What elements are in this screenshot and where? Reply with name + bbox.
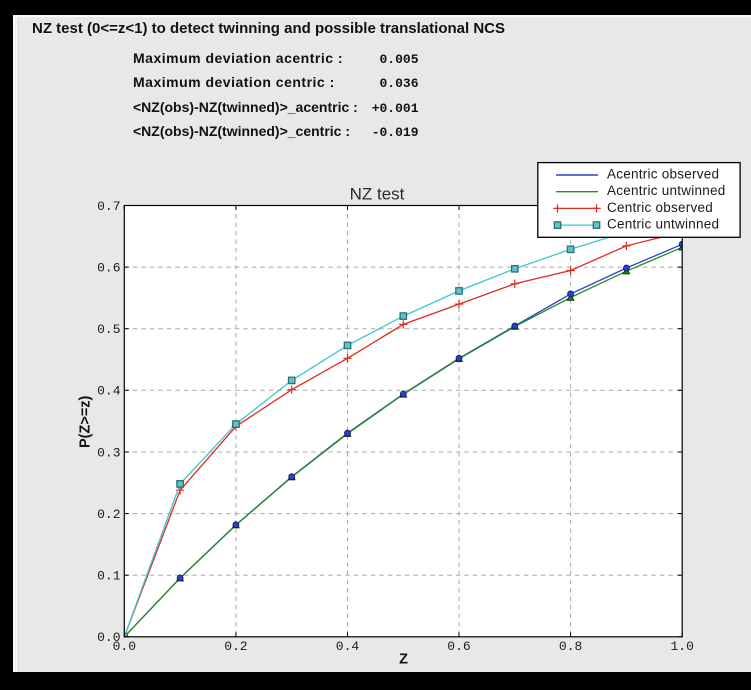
svg-text:P(Z>=z): P(Z>=z): [78, 395, 94, 448]
svg-text:0.0: 0.0: [97, 630, 120, 645]
svg-text:0.4: 0.4: [97, 384, 121, 399]
svg-text:Z: Z: [399, 652, 408, 668]
svg-text:0.8: 0.8: [559, 639, 582, 654]
svg-text:0.2: 0.2: [97, 507, 120, 522]
svg-text:Centric observed: Centric observed: [607, 200, 713, 215]
svg-text:0.5: 0.5: [97, 322, 120, 337]
svg-text:0.2: 0.2: [224, 639, 247, 654]
svg-text:0.7: 0.7: [97, 199, 120, 214]
svg-text:0.4: 0.4: [336, 639, 360, 654]
svg-text:Acentric observed: Acentric observed: [607, 166, 719, 181]
svg-text:0.6: 0.6: [97, 260, 120, 275]
svg-text:Centric untwinned: Centric untwinned: [607, 217, 719, 232]
svg-text:NZ test: NZ test: [350, 185, 405, 204]
svg-text:0.0: 0.0: [113, 639, 136, 654]
svg-text:0.3: 0.3: [97, 445, 120, 460]
svg-text:1.0: 1.0: [670, 639, 693, 654]
svg-text:0.6: 0.6: [447, 639, 470, 654]
svg-text:Acentric untwinned: Acentric untwinned: [607, 183, 726, 198]
svg-text:0.1: 0.1: [97, 569, 121, 584]
